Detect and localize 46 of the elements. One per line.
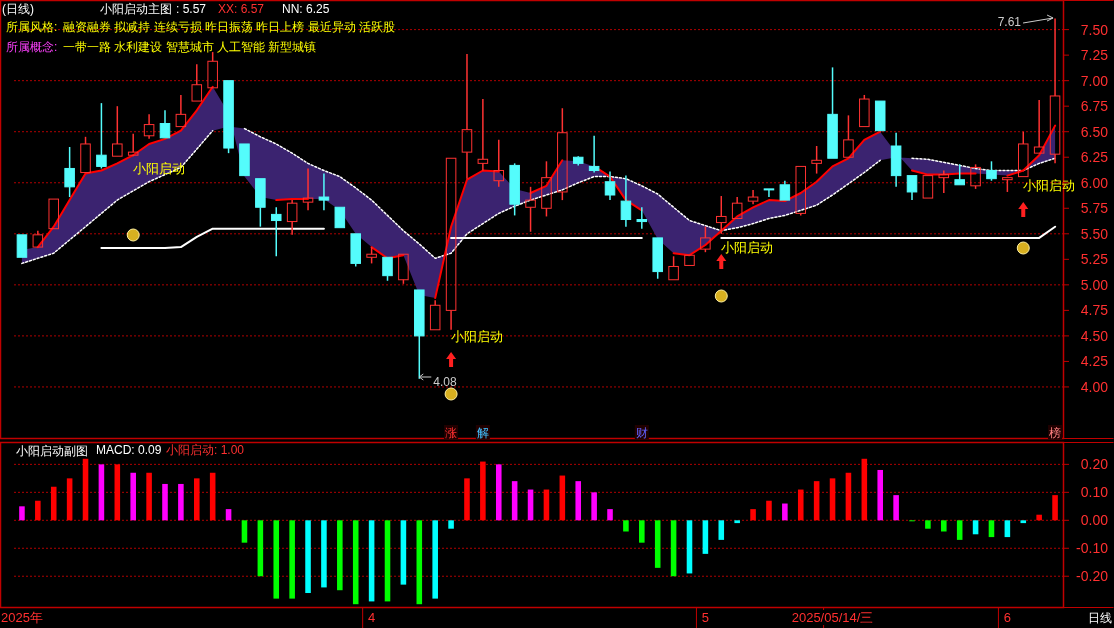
y-tick-label: 0.00 (1080, 512, 1109, 529)
x-tick-label: 2025/05/14/三 (791, 610, 874, 625)
y-tick-label: 6.25 (1080, 149, 1109, 166)
y-tick-label: 4.50 (1080, 327, 1109, 344)
y-tick-label: 4.75 (1080, 302, 1109, 319)
y-tick-label: 0.20 (1080, 456, 1109, 473)
annotation: 所属概念: (6, 40, 58, 54)
y-tick-label: 5.00 (1080, 276, 1109, 293)
annotation: 4.08 (433, 375, 457, 389)
annotation: (日线) (2, 2, 34, 16)
y-tick-label: 4.00 (1080, 378, 1109, 395)
y-tick-label: 5.50 (1080, 225, 1109, 242)
x-tick-label: 2025年 (0, 610, 43, 625)
annotation: : 5.57 (176, 2, 207, 16)
annotation: NN: 6.25 (282, 2, 330, 16)
chart-title: 小阳启动主图 (100, 2, 172, 16)
y-tick-label: 7.00 (1080, 72, 1109, 89)
annotation: 小阳启动 (721, 240, 774, 255)
annotation: 所属风格: (6, 20, 58, 34)
y-tick-label: -0.20 (1076, 568, 1109, 585)
x-tick-label: 6 (1003, 610, 1011, 625)
annotation: 一带一路 水利建设 智慧城市 人工智能 新型城镇 (63, 40, 317, 54)
y-tick-label: 7.25 (1080, 47, 1109, 64)
annotation: 融资融券 拟减持 连续亏损 昨日振荡 昨日上榜 最近异动 活跃股 (63, 20, 396, 34)
x-tick-label: 4 (368, 610, 376, 625)
y-tick-label: 6.00 (1080, 174, 1109, 191)
annotation: XX: 6.57 (218, 2, 265, 16)
chart-title: 小阳启动副图 (16, 444, 88, 458)
x-tick-label: 5 (701, 610, 709, 625)
y-tick-label: 5.25 (1080, 251, 1109, 268)
annotation: 7.61 (997, 15, 1022, 29)
y-tick-label: 6.75 (1080, 98, 1109, 115)
annotation: 小阳启动: 1.00 (166, 443, 245, 457)
y-tick-label: -0.10 (1076, 540, 1109, 557)
y-tick-label: 4.25 (1080, 353, 1109, 370)
y-tick-label: 0.10 (1080, 484, 1109, 501)
annotation: 榜 (1049, 426, 1062, 440)
annotation: 财 (635, 426, 648, 440)
y-tick-label: 5.75 (1080, 200, 1109, 217)
y-tick-label: 6.50 (1080, 123, 1109, 140)
y-tick-label: 7.50 (1080, 21, 1109, 38)
annotation: 涨 (445, 426, 458, 440)
annotation: 小阳启动 (451, 329, 504, 344)
annotation: 解 (476, 426, 489, 440)
annotation: MACD: 0.09 (96, 443, 162, 457)
text: 日线 (1088, 611, 1112, 625)
